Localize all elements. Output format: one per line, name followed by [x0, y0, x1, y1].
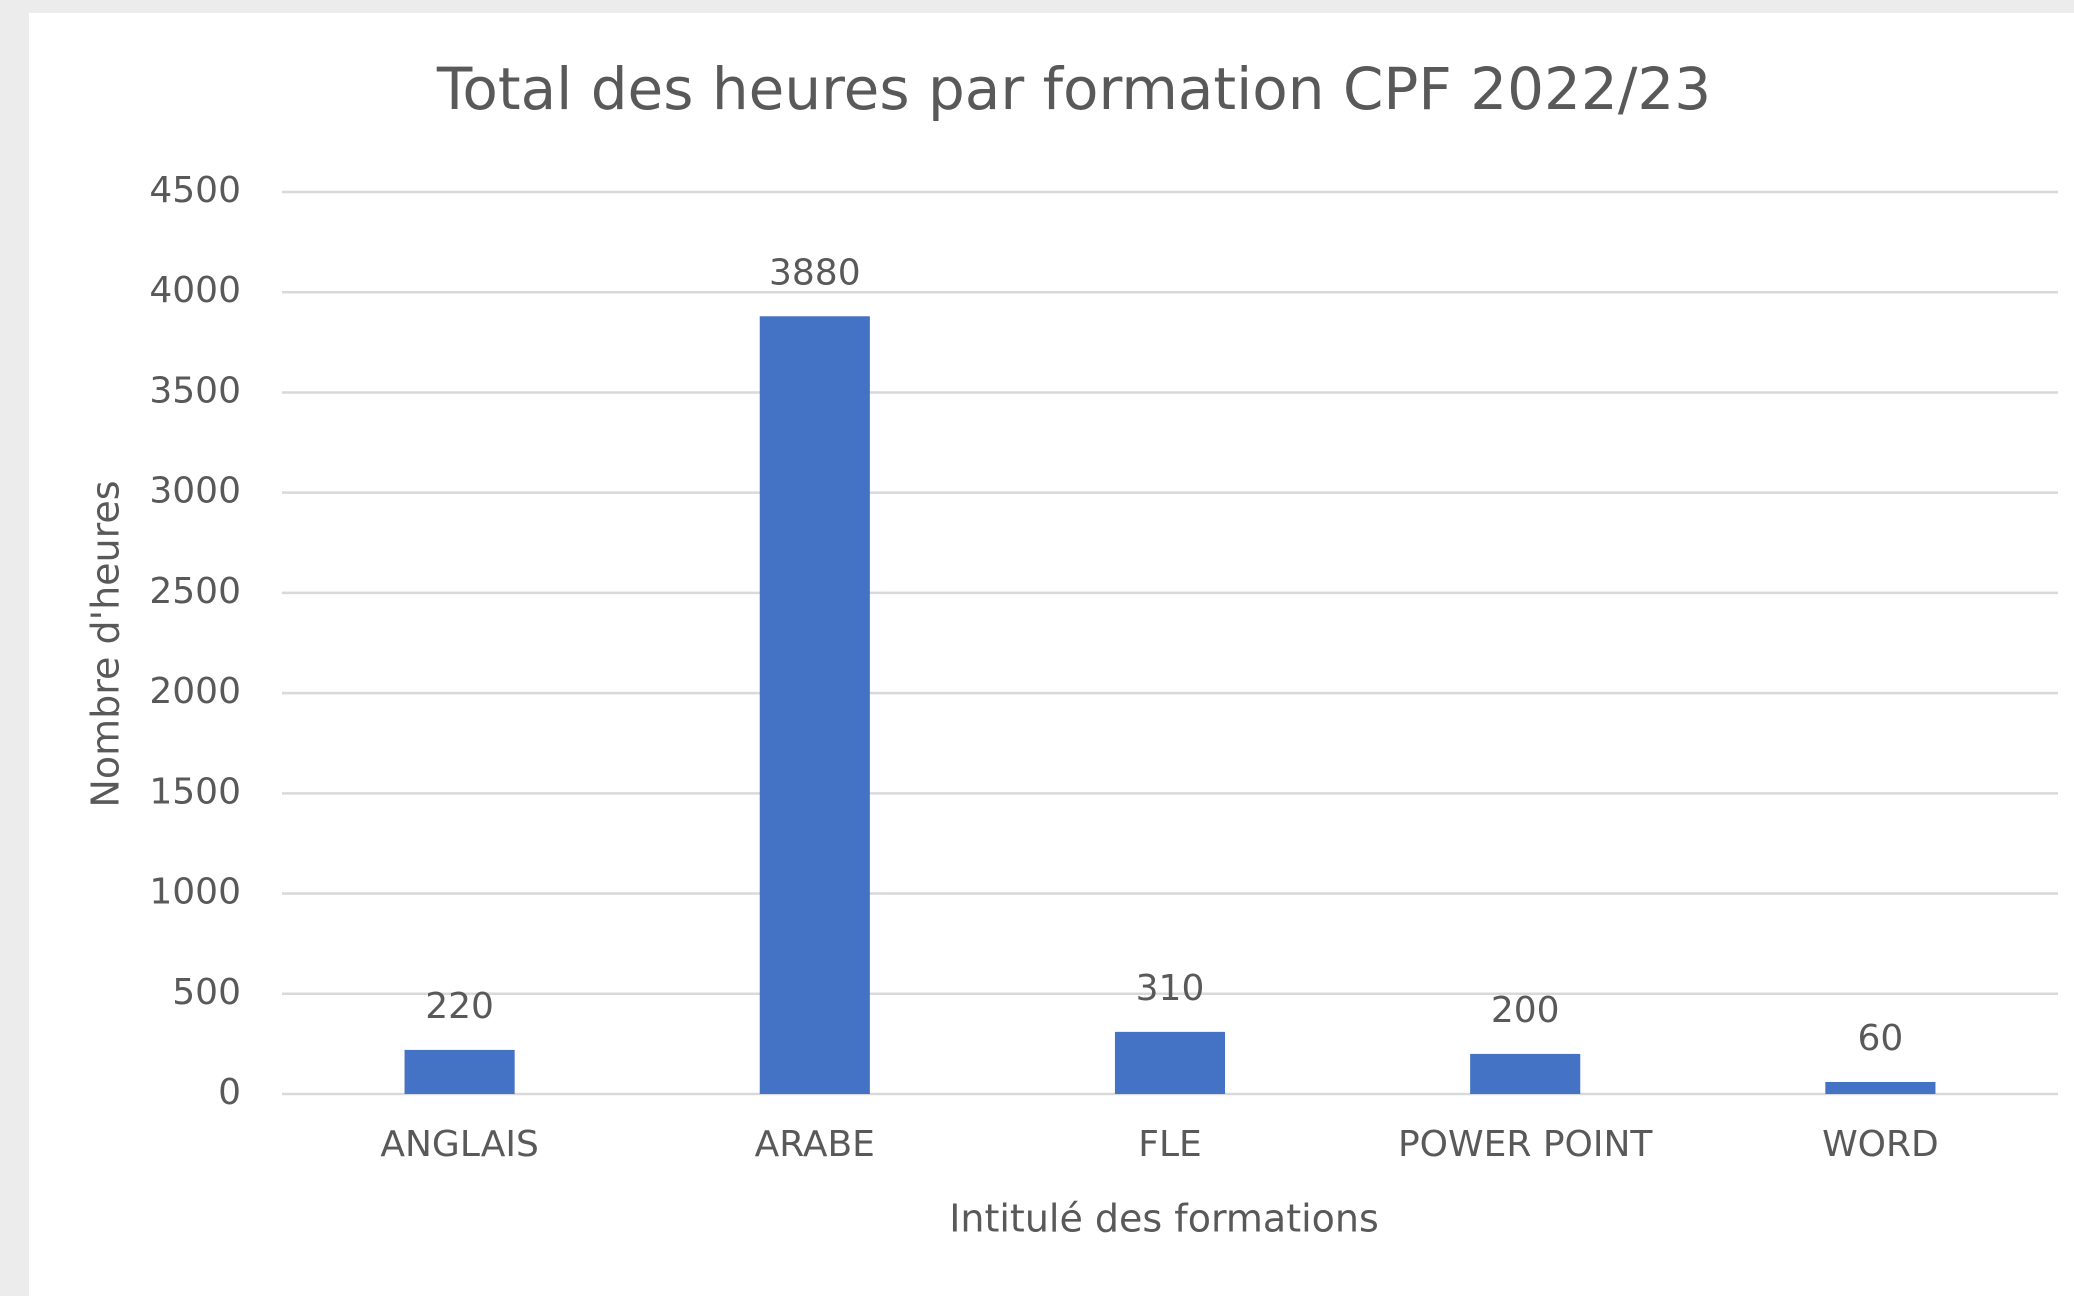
y-tick-label: 3000 — [149, 471, 241, 512]
y-tick-label: 0 — [218, 1072, 241, 1113]
y-tick-label: 2500 — [149, 571, 241, 612]
y-tick-label: 3500 — [149, 370, 241, 411]
data-label: 220 — [425, 986, 494, 1027]
x-tick-label: POWER POINT — [1398, 1124, 1653, 1165]
data-label: 310 — [1136, 968, 1205, 1009]
y-tick-label: 500 — [172, 972, 241, 1013]
bar — [759, 316, 870, 1095]
y-tick-label: 1000 — [149, 872, 241, 913]
x-tick-label: ANGLAIS — [380, 1124, 538, 1165]
y-tick-label: 1500 — [149, 771, 241, 812]
x-tick-label: FLE — [1138, 1124, 1202, 1165]
chart-area — [29, 13, 2074, 1296]
bar — [1114, 1031, 1226, 1094]
bar — [404, 1049, 515, 1094]
x-axis-title: Intitulé des formations — [949, 1197, 1379, 1241]
y-axis-title: Nombre d'heures — [84, 480, 128, 807]
x-tick-label: WORD — [1822, 1124, 1939, 1165]
bar — [1825, 1081, 1936, 1094]
bar — [1470, 1053, 1581, 1094]
data-label: 200 — [1491, 990, 1560, 1031]
data-label: 3880 — [769, 252, 861, 293]
y-tick-label: 4000 — [149, 270, 241, 311]
x-tick-label: ARABE — [755, 1124, 875, 1165]
chart-title: Total des heures par formation CPF 2022/… — [436, 55, 1711, 123]
y-tick-label: 2000 — [149, 671, 241, 712]
data-label: 60 — [1857, 1018, 1903, 1059]
y-tick-label: 4500 — [149, 170, 241, 211]
